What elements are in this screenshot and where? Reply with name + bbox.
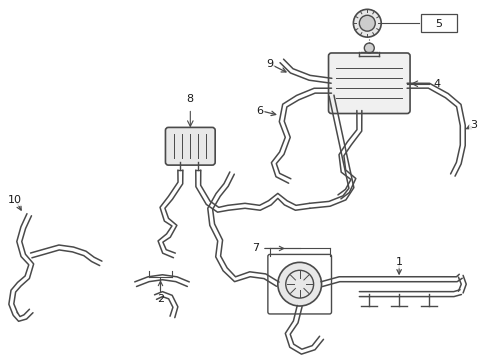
- Text: 9: 9: [266, 59, 273, 69]
- Text: 3: 3: [470, 121, 477, 130]
- FancyBboxPatch shape: [328, 53, 410, 113]
- Text: 10: 10: [8, 195, 23, 205]
- Circle shape: [359, 15, 375, 31]
- Text: 5: 5: [436, 19, 442, 29]
- Text: 4: 4: [434, 79, 441, 89]
- Circle shape: [353, 9, 381, 37]
- Circle shape: [365, 43, 374, 53]
- Text: 6: 6: [256, 105, 264, 116]
- Text: 1: 1: [395, 257, 403, 267]
- Circle shape: [278, 262, 321, 306]
- Text: 8: 8: [187, 94, 194, 104]
- Text: 7: 7: [252, 243, 260, 253]
- FancyBboxPatch shape: [166, 127, 215, 165]
- Text: 2: 2: [157, 294, 164, 304]
